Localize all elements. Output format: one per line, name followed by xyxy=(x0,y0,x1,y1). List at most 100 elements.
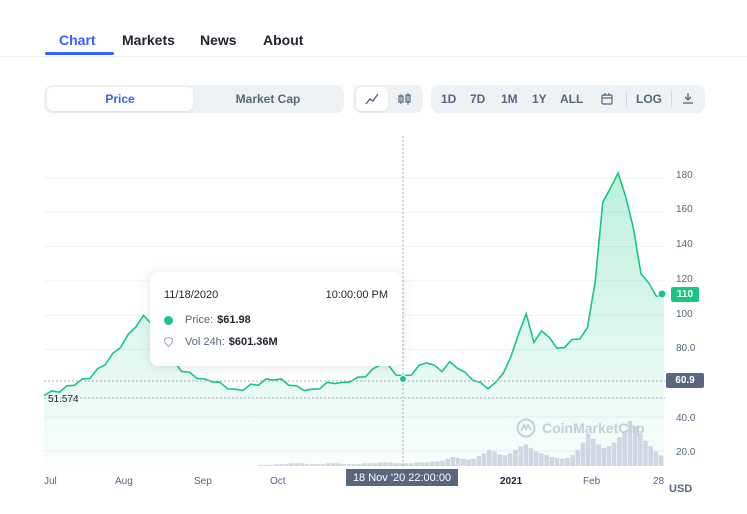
x-tick-label: 2021 xyxy=(500,476,523,487)
crosshair-date-label: 18 Nov '20 22:00:00 xyxy=(346,469,458,486)
volume-bar xyxy=(533,451,539,466)
volume-tick-label: 40.0 xyxy=(676,413,696,424)
volume-bar xyxy=(263,465,268,466)
volume-bar xyxy=(497,454,502,466)
volume-bar xyxy=(518,446,523,466)
log-scale-button[interactable]: LOG xyxy=(636,92,662,106)
volume-bar xyxy=(304,464,310,466)
tab-about[interactable]: About xyxy=(263,32,304,48)
range-toolbar xyxy=(431,85,705,113)
volume-bar xyxy=(362,463,367,466)
volume-bar xyxy=(632,426,638,466)
volume-bar xyxy=(507,453,513,466)
market-cap-tab-button[interactable]: Market Cap xyxy=(235,92,301,106)
price-area-fill xyxy=(44,173,664,465)
volume-bar xyxy=(382,462,388,466)
crosshair-price-tag: 60.9 xyxy=(666,373,704,388)
volume-bar xyxy=(419,462,424,466)
volume-bar xyxy=(502,455,508,466)
volume-bar xyxy=(627,421,633,466)
volume-bar xyxy=(388,462,393,466)
volume-bar xyxy=(315,464,320,466)
tab-chart[interactable]: Chart xyxy=(59,32,96,48)
volume-bar xyxy=(580,442,586,466)
volume-bar xyxy=(648,446,653,466)
volume-bar xyxy=(299,463,305,466)
tooltip-volume-label: Vol 24h: xyxy=(185,336,225,348)
tab-markets[interactable]: Markets xyxy=(122,32,175,48)
tab-news[interactable]: News xyxy=(200,32,237,48)
volume-bar xyxy=(492,451,497,466)
y-tick-label: 120 xyxy=(676,274,693,285)
x-tick-label: Feb xyxy=(583,476,601,487)
range-1y-button[interactable]: 1Y xyxy=(532,92,547,106)
volume-bar xyxy=(284,464,289,466)
volume-bar xyxy=(435,461,440,466)
volume-bar xyxy=(544,455,549,466)
volume-bar xyxy=(554,457,560,466)
watermark-text: CoinMarketCap xyxy=(542,420,645,436)
x-tick-label: Sep xyxy=(194,476,212,487)
metric-toggle: Price Market Cap xyxy=(44,85,344,113)
currency-label: USD xyxy=(669,483,693,495)
range-1d-button[interactable]: 1D xyxy=(441,92,457,106)
volume-shield-icon xyxy=(164,337,173,347)
tooltip-price-label: Price: xyxy=(185,314,214,326)
volume-bar xyxy=(356,464,362,466)
volume-bar xyxy=(643,440,648,466)
volume-bar xyxy=(601,448,607,466)
volume-bar xyxy=(658,455,664,466)
volume-bar xyxy=(617,437,622,466)
volume-bar xyxy=(565,457,570,466)
x-tick-label: Aug xyxy=(115,476,133,487)
y-tick-label: 140 xyxy=(676,239,693,250)
volume-bar xyxy=(414,462,419,466)
volume-bar xyxy=(559,458,565,466)
range-1m-button[interactable]: 1M xyxy=(501,92,518,106)
price-tab-button[interactable]: Price xyxy=(47,87,193,111)
volume-bar xyxy=(310,464,315,466)
volume-bar xyxy=(367,463,372,466)
range-7d-button[interactable]: 7D xyxy=(470,92,486,106)
volume-bar xyxy=(528,448,534,466)
candlestick-button[interactable] xyxy=(390,87,420,111)
tooltip-date: 11/18/2020 xyxy=(164,289,219,301)
x-tick-label: Oct xyxy=(270,476,286,487)
volume-bar xyxy=(606,446,612,466)
volume-bar xyxy=(450,457,456,466)
y-tick-label: 80.0 xyxy=(676,343,696,354)
calendar-icon[interactable] xyxy=(601,93,613,105)
last-price-point xyxy=(657,289,667,299)
volume-bar xyxy=(268,465,273,466)
volume-bar xyxy=(471,458,476,466)
volume-bar xyxy=(330,463,336,466)
volume-bars xyxy=(258,421,664,466)
volume-bar xyxy=(351,464,357,466)
volume-bar xyxy=(476,456,482,466)
volume-bar xyxy=(320,464,326,466)
volume-bar xyxy=(591,439,596,466)
x-tick-label: Jul xyxy=(44,476,57,487)
volume-bar xyxy=(346,464,352,466)
price-dot-icon xyxy=(164,315,173,325)
y-tick-label: 160 xyxy=(676,204,693,215)
tab-bar: Chart Markets News About xyxy=(0,0,747,57)
volume-tick-label: 20.0 xyxy=(676,447,696,458)
volume-bar xyxy=(622,431,627,466)
volume-bar xyxy=(549,457,555,466)
volume-bar xyxy=(377,462,383,466)
volume-bar xyxy=(294,463,299,466)
toolbar-divider xyxy=(626,91,627,107)
volume-bar xyxy=(336,463,341,466)
volume-bar xyxy=(461,458,466,466)
volume-bar xyxy=(289,463,294,466)
volume-bar xyxy=(258,465,263,466)
range-all-button[interactable]: ALL xyxy=(560,92,584,106)
candlestick-icon xyxy=(398,93,411,105)
last-price-tag: 110 xyxy=(671,287,699,302)
download-icon[interactable] xyxy=(682,92,694,105)
tooltip-time: 10:00:00 PM xyxy=(325,289,388,301)
volume-bar xyxy=(570,455,575,466)
line-chart-button[interactable] xyxy=(356,87,388,111)
